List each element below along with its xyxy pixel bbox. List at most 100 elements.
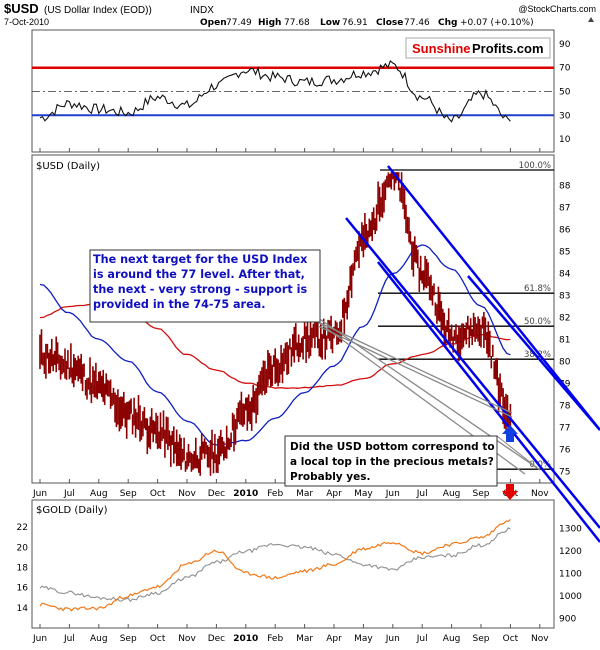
- close-label: Close: [376, 18, 403, 28]
- logo-part2: Profits.com: [472, 41, 544, 56]
- gold-x-label: Jul: [63, 634, 75, 644]
- target-annotation: The next target for the USD Index is aro…: [89, 249, 321, 323]
- usd-x-label: Dec: [208, 489, 225, 499]
- gold-right-tick: 1200: [559, 547, 582, 557]
- usd-x-label: May: [354, 489, 373, 499]
- chg-value: +0.07 (+0.10%): [460, 18, 534, 28]
- usd-price-tick: 87: [559, 203, 570, 213]
- usd-price-tick: 85: [559, 247, 570, 257]
- gold-x-label: Oct: [150, 634, 166, 644]
- usd-x-label: Feb: [267, 489, 283, 499]
- up-arrow-icon: [502, 425, 518, 442]
- header-name: (US Dollar Index (EOD)): [44, 5, 152, 16]
- gold-x-label: May: [354, 634, 373, 644]
- gold-x-label: Apr: [326, 634, 342, 644]
- rsi-tick-label: 70: [559, 64, 571, 74]
- usd-x-label: Aug: [90, 489, 108, 499]
- gold-layer: 1300 1200 1100 1000 900 22 20 18 16 14: [17, 519, 582, 624]
- usd-x-label: 2010: [233, 489, 258, 499]
- usd-x-label: Sep: [473, 489, 490, 499]
- gold-x-label: Jun: [32, 634, 47, 644]
- usd-price-tick: 86: [559, 225, 571, 235]
- gold-panel-title: $GOLD (Daily): [36, 505, 108, 516]
- question-line2: a local top in the precious metals?: [290, 456, 494, 468]
- rsi-tick-label: 50: [559, 88, 571, 98]
- channel-upper-line: [387, 165, 600, 431]
- channel-middle-line: [345, 217, 600, 529]
- gold-x-label: Nov: [178, 634, 196, 644]
- rsi-tick-label: 30: [559, 111, 571, 121]
- question-line1: Did the USD bottom correspond to: [290, 441, 495, 453]
- gold-x-label: Oct: [503, 634, 519, 644]
- usd-price-tick: 88: [559, 181, 571, 191]
- gold-left-tick: 14: [17, 604, 29, 614]
- gold-x-label: Jul: [416, 634, 428, 644]
- gold-price-line: [39, 519, 511, 612]
- usd-price-tick: 75: [559, 467, 570, 477]
- gold-x-label: Sep: [120, 634, 137, 644]
- support-line-d: [317, 325, 513, 418]
- header-ohlc: Open 77.49 High 77.68 Low 76.91 Close 77…: [200, 18, 534, 28]
- collapse-icon[interactable]: [588, 17, 594, 22]
- usd-x-label: Jun: [32, 489, 47, 499]
- header-exchange: INDX: [190, 5, 214, 16]
- fib-level-label: 61.8%: [524, 284, 551, 294]
- usd-fast-moving-average: [39, 244, 511, 446]
- usd-x-label: Jul: [63, 489, 75, 499]
- fib-level-label: 50.0%: [524, 317, 551, 327]
- usd-x-label: Sep: [120, 489, 137, 499]
- rsi-layer: 90 70 50 30 10: [32, 40, 571, 145]
- rsi-tick-label: 90: [559, 40, 571, 50]
- channel-resistance-line: [467, 275, 600, 431]
- axis-layer: Jun Jun Jul Jul Aug Aug Sep Sep Oct Oct Nov Nov Dec D…: [32, 148, 549, 644]
- down-arrow-icon: [502, 484, 518, 500]
- usd-price-tick: 80: [559, 357, 571, 367]
- question-annotation: Did the USD bottom correspond to a local…: [284, 435, 498, 487]
- usd-x-label: Mar: [296, 489, 313, 499]
- gold-x-label: Mar: [296, 634, 313, 644]
- usd-x-label: Apr: [326, 489, 342, 499]
- header-date: 7-Oct-2010: [4, 17, 49, 27]
- fib-level-label: 100.0%: [519, 161, 551, 171]
- close-value: 77.46: [404, 18, 430, 28]
- header-credit: @StockCharts.com: [518, 4, 596, 14]
- gold-x-label: Jun: [385, 634, 400, 644]
- usd-x-label: Jul: [416, 489, 428, 499]
- gold-right-tick: 1100: [559, 569, 582, 579]
- gold-right-tick: 1300: [559, 525, 582, 535]
- usd-price-tick: 76: [559, 445, 571, 455]
- gold-x-label: Feb: [267, 634, 283, 644]
- target-annotation-text: The next target for the USD Index is aro…: [93, 253, 308, 311]
- gold-left-tick: 18: [17, 564, 29, 574]
- logo-part1: Sunshine: [412, 41, 471, 56]
- rsi-tick-label: 10: [559, 135, 571, 145]
- high-label: High: [258, 18, 281, 28]
- usd-x-label: Nov: [178, 489, 196, 499]
- rsi-line: [39, 59, 511, 123]
- gold-right-tick: 900: [559, 614, 576, 624]
- gold-x-label: Sep: [473, 634, 490, 644]
- sunshine-profits-logo: Sunshine Profits.com: [405, 37, 551, 59]
- question-line3: Probably yes.: [290, 471, 371, 483]
- gold-right-tick: 1000: [559, 592, 582, 602]
- usd-x-label: Aug: [443, 489, 461, 499]
- gold-left-tick: 20: [17, 543, 29, 553]
- usd-price-tick: 77: [559, 423, 570, 433]
- low-value: 76.91: [342, 18, 368, 28]
- usd-panel-title: $USD (Daily): [36, 161, 100, 172]
- connector-line: [496, 435, 541, 471]
- support-line-c: [317, 321, 513, 414]
- usd-x-label: Oct: [150, 489, 166, 499]
- gold-x-label: Aug: [90, 634, 108, 644]
- gold-left-tick: 16: [17, 584, 29, 594]
- header-symbol: $USD: [4, 1, 39, 16]
- low-label: Low: [320, 18, 340, 28]
- usd-x-label: Jun: [385, 489, 400, 499]
- usd-price-tick: 81: [559, 335, 570, 345]
- gold-x-label: 2010: [233, 634, 258, 644]
- high-value: 77.68: [284, 18, 310, 28]
- usd-overlay-line: [39, 527, 511, 603]
- gold-x-label: Dec: [208, 634, 225, 644]
- usd-x-label: Nov: [531, 489, 549, 499]
